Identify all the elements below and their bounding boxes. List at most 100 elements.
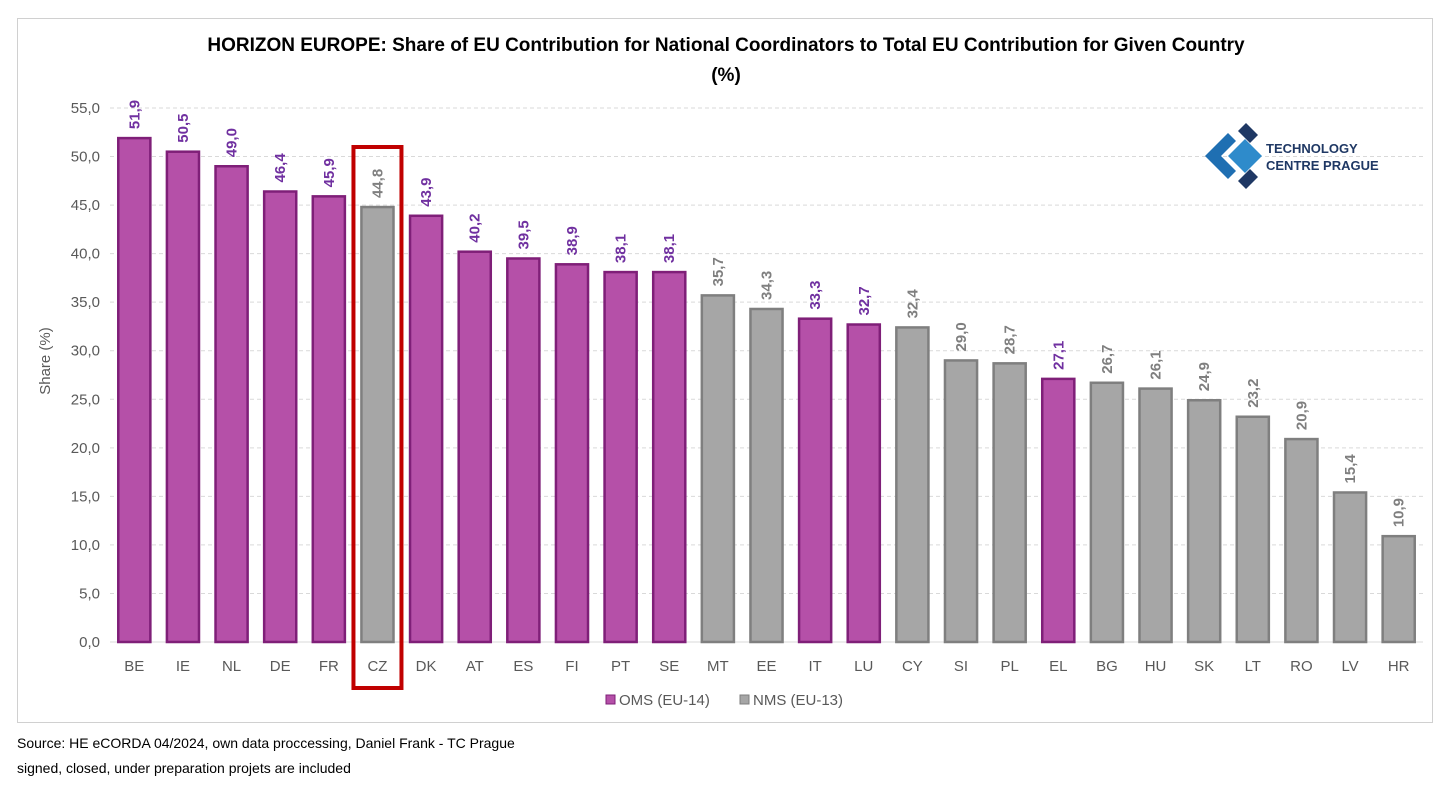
legend-swatch-oms — [605, 694, 616, 705]
x-tick-label: IT — [808, 658, 821, 675]
bar-at — [457, 250, 493, 644]
bar-it — [797, 317, 833, 644]
x-tick-label: FR — [319, 658, 339, 675]
data-label-ro: 20,9 — [1293, 401, 1310, 430]
y-tick-label: 20,0 — [71, 440, 100, 457]
y-tick-label: 55,0 — [71, 100, 100, 117]
data-label-nl: 49,0 — [224, 128, 241, 157]
x-tick-label: AT — [466, 658, 484, 675]
data-label-si: 29,0 — [953, 322, 970, 351]
x-tick-label: RO — [1290, 658, 1313, 675]
bar-cz — [360, 205, 395, 644]
bar-hu — [1138, 387, 1173, 644]
bar-fr — [311, 195, 347, 644]
x-tick-label: SI — [954, 658, 968, 675]
bar-nl — [214, 165, 249, 644]
bar-sk — [1186, 398, 1222, 644]
bar-dk — [408, 214, 444, 644]
y-tick-label: 15,0 — [71, 488, 100, 505]
x-tick-label: LU — [854, 658, 873, 675]
data-label-it: 33,3 — [807, 280, 824, 309]
x-tick-label: LT — [1245, 658, 1261, 675]
x-axis-ticks: BE IE NL DE FR CZ DK AT ES FI PT SE MT EE IT LU CY SI PL EL… — [124, 658, 1409, 675]
y-tick-label: 45,0 — [71, 197, 100, 214]
bars — [117, 136, 1416, 644]
data-label-bg: 26,7 — [1099, 345, 1116, 374]
bar-es — [506, 257, 541, 644]
inclusion-note: signed, closed, under preparation projet… — [17, 760, 351, 776]
data-labels: 51,9 50,5 49,0 46,4 45,9 44,8 43,9 40,2 39,5 38,9… — [126, 100, 1407, 527]
data-label-mt: 35,7 — [710, 257, 727, 286]
x-tick-label: EL — [1049, 658, 1067, 675]
data-label-sk: 24,9 — [1196, 362, 1213, 391]
bar-fi — [554, 263, 590, 644]
data-label-hr: 10,9 — [1391, 498, 1408, 527]
x-tick-label: HU — [1145, 658, 1167, 675]
data-label-pl: 28,7 — [1002, 325, 1019, 354]
y-tick-label: 50,0 — [71, 149, 100, 166]
x-tick-label: CZ — [367, 658, 387, 675]
x-tick-label: ES — [513, 658, 533, 675]
x-tick-label: SK — [1194, 658, 1214, 675]
y-tick-label: 35,0 — [71, 294, 100, 311]
data-label-ee: 34,3 — [759, 271, 776, 300]
x-tick-label: EE — [756, 658, 776, 675]
bar-mt — [700, 294, 736, 644]
data-label-lu: 32,7 — [856, 286, 873, 315]
source-note: Source: HE eCORDA 04/2024, own data proc… — [17, 735, 515, 751]
logo-icon — [1205, 123, 1262, 189]
bar-pt — [603, 270, 638, 644]
x-tick-label: BE — [124, 658, 144, 675]
bar-bg — [1089, 381, 1125, 644]
bar-lu — [846, 323, 882, 644]
data-label-at: 40,2 — [467, 213, 484, 242]
data-label-ie: 50,5 — [175, 113, 192, 142]
bar-cy — [895, 326, 930, 644]
bar-pl — [992, 362, 1027, 644]
bar-lt — [1235, 415, 1271, 644]
x-tick-label: SE — [659, 658, 679, 675]
x-tick-label: IE — [176, 658, 190, 675]
x-tick-label: LV — [1341, 658, 1358, 675]
bar-hr — [1381, 534, 1416, 644]
legend-label-nms: NMS (EU-13) — [753, 692, 843, 709]
x-tick-label: DE — [270, 658, 291, 675]
bar-ie — [165, 150, 201, 644]
x-tick-label: PT — [611, 658, 630, 675]
cz-highlight-box — [351, 145, 404, 690]
data-label-lv: 15,4 — [1342, 454, 1359, 484]
data-label-de: 46,4 — [272, 153, 289, 183]
technology-centre-prague-logo: TECHNOLOGY CENTRE PRAGUE — [1205, 123, 1379, 189]
y-axis-ticks: 0,0 5,0 10,0 15,0 20,0 25,0 30,0 35,0 40,0 45,0 50… — [71, 100, 100, 651]
data-label-cy: 32,4 — [904, 289, 921, 319]
data-label-lt: 23,2 — [1245, 379, 1262, 408]
x-tick-label: HR — [1388, 658, 1410, 675]
x-tick-label: CY — [902, 658, 923, 675]
chart-frame: HORIZON EUROPE: Share of EU Contribution… — [17, 18, 1433, 723]
legend-label-oms: OMS (EU-14) — [619, 692, 710, 709]
data-label-dk: 43,9 — [418, 178, 435, 207]
x-tick-label: DK — [416, 658, 437, 675]
bar-lv — [1332, 491, 1368, 644]
legend-swatch-nms — [739, 694, 750, 705]
data-label-se: 38,1 — [661, 234, 678, 263]
bar-el — [1040, 377, 1076, 644]
data-label-be: 51,9 — [126, 100, 143, 129]
data-label-hu: 26,1 — [1148, 350, 1165, 379]
data-label-es: 39,5 — [515, 220, 532, 249]
bar-si — [943, 359, 979, 644]
chart-title-unit: (%) — [711, 65, 741, 86]
bar-de — [262, 190, 298, 644]
data-label-fi: 38,9 — [564, 226, 581, 255]
data-label-el: 27,1 — [1050, 341, 1067, 370]
bar-chart: HORIZON EUROPE: Share of EU Contribution… — [37, 35, 1423, 709]
bar-ro — [1284, 437, 1319, 644]
y-tick-label: 10,0 — [71, 537, 100, 554]
y-tick-label: 0,0 — [79, 634, 100, 651]
y-tick-label: 25,0 — [71, 391, 100, 408]
y-axis-label: Share (%) — [37, 327, 54, 395]
bar-ee — [749, 307, 784, 644]
x-tick-label: FI — [565, 658, 578, 675]
x-tick-label: BG — [1096, 658, 1118, 675]
legend: OMS (EU-14) NMS (EU-13) — [605, 692, 843, 709]
